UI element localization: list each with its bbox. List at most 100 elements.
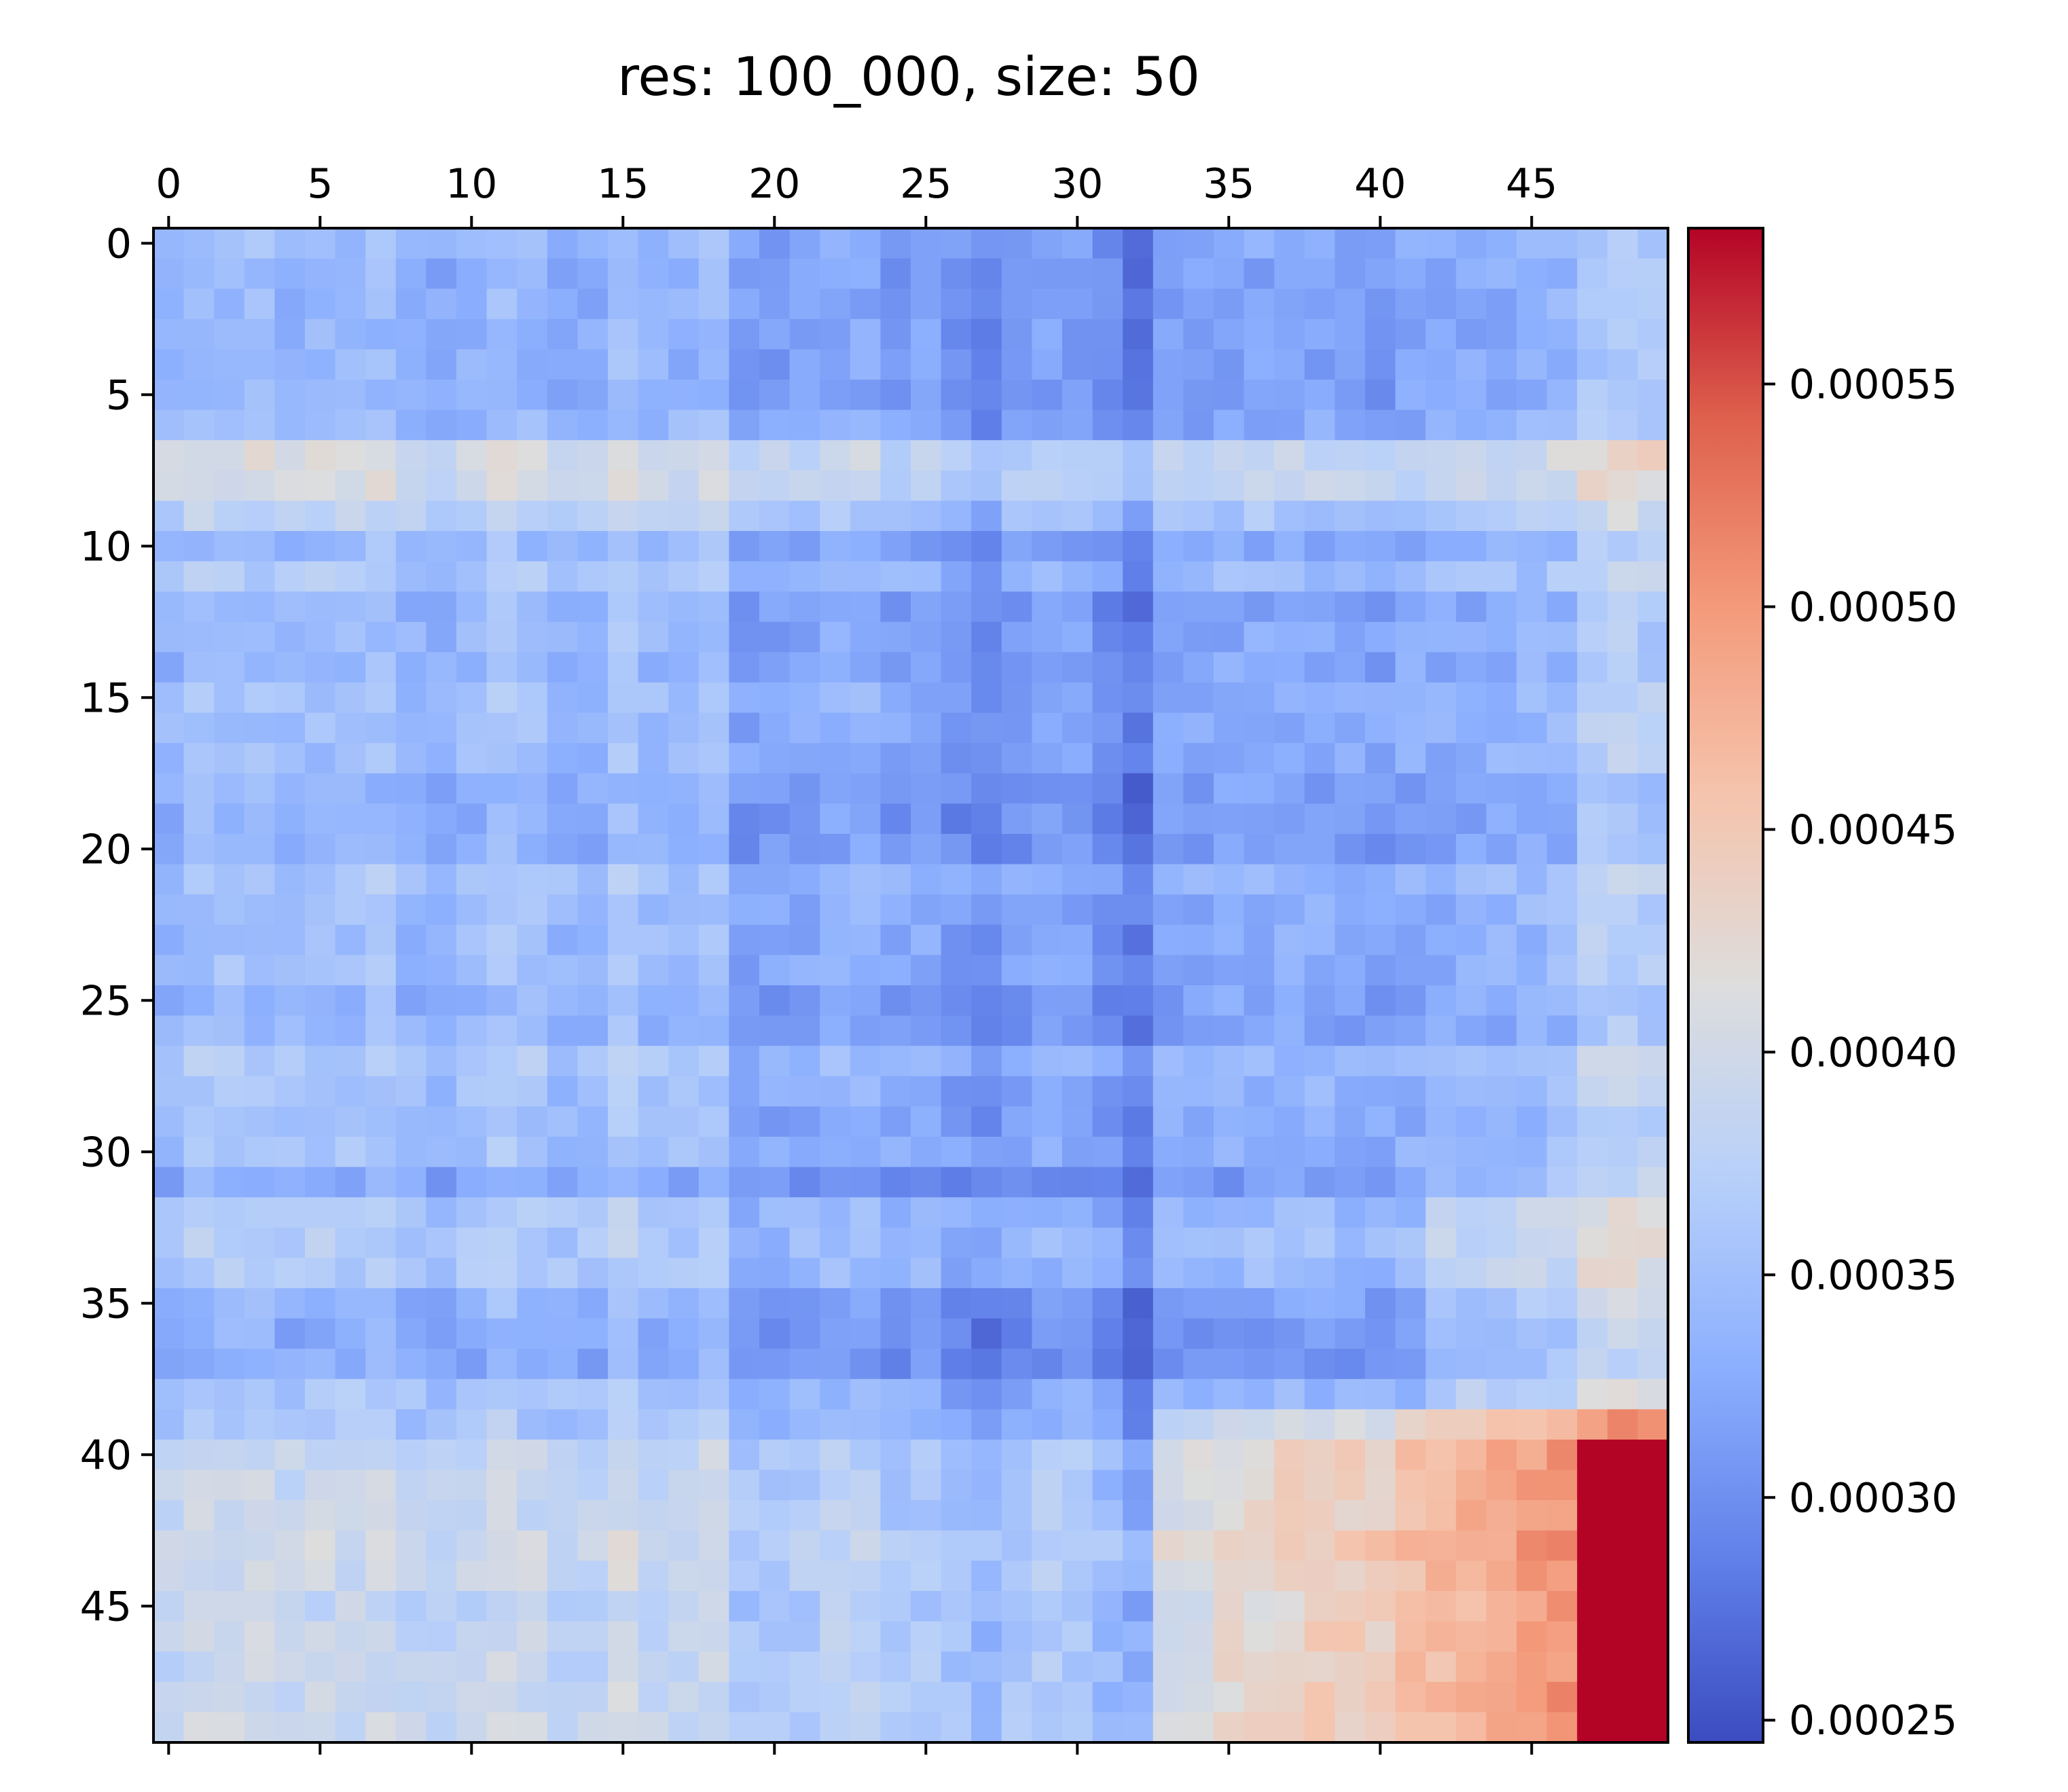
heatmap-cell bbox=[365, 1137, 397, 1168]
heatmap-cell bbox=[971, 1258, 1002, 1289]
heatmap-cell bbox=[214, 682, 245, 714]
heatmap-cell bbox=[880, 1227, 911, 1258]
heatmap-cell bbox=[1244, 1076, 1275, 1107]
heatmap-cell bbox=[1637, 591, 1669, 623]
heatmap-cell bbox=[335, 349, 366, 380]
heatmap-cell bbox=[1546, 621, 1578, 653]
heatmap-cell bbox=[153, 1106, 185, 1137]
heatmap-cell bbox=[1304, 409, 1335, 441]
heatmap-cell bbox=[1001, 682, 1032, 714]
heatmap-cell bbox=[941, 682, 972, 714]
heatmap-cell bbox=[911, 1137, 942, 1168]
heatmap-cell bbox=[1062, 228, 1093, 259]
heatmap-cell bbox=[456, 803, 488, 835]
heatmap-cell bbox=[941, 773, 972, 804]
heatmap-cell bbox=[1214, 864, 1245, 895]
heatmap-cell bbox=[1577, 1530, 1608, 1561]
heatmap-cell bbox=[941, 894, 972, 926]
heatmap-cell bbox=[698, 289, 729, 320]
heatmap-cell bbox=[850, 1378, 881, 1410]
heatmap-cell bbox=[1335, 1227, 1366, 1258]
heatmap-cell bbox=[1183, 1258, 1214, 1289]
heatmap-cell bbox=[1244, 1530, 1275, 1561]
heatmap-cell bbox=[244, 924, 275, 955]
heatmap-cell bbox=[1426, 1469, 1457, 1501]
heatmap-cell bbox=[577, 531, 609, 562]
heatmap-cell bbox=[153, 1349, 185, 1380]
heatmap-cell bbox=[638, 228, 669, 259]
heatmap-cell bbox=[214, 409, 245, 441]
heatmap-cell bbox=[668, 228, 700, 259]
heatmap-cell bbox=[971, 1469, 1002, 1501]
heatmap-cell bbox=[1335, 652, 1366, 683]
heatmap-cell bbox=[638, 1409, 669, 1440]
heatmap-cell bbox=[1395, 985, 1426, 1017]
heatmap-cell bbox=[698, 1591, 729, 1622]
heatmap-cell bbox=[365, 773, 397, 804]
heatmap-cell bbox=[1607, 1167, 1638, 1198]
heatmap-cell bbox=[1092, 1076, 1123, 1107]
heatmap-cell bbox=[1607, 1288, 1638, 1319]
heatmap-cell bbox=[1214, 1651, 1245, 1683]
heatmap-cell bbox=[1214, 1288, 1245, 1319]
heatmap-cell bbox=[668, 682, 700, 714]
heatmap-cell bbox=[1637, 1681, 1669, 1713]
heatmap-cell bbox=[1153, 743, 1184, 774]
heatmap-cell bbox=[456, 955, 488, 986]
heatmap-cell bbox=[1244, 985, 1275, 1017]
heatmap-cell bbox=[517, 985, 548, 1017]
x-tick-label: 25 bbox=[900, 160, 951, 208]
heatmap-cell bbox=[395, 1076, 427, 1107]
heatmap-cell bbox=[638, 1318, 669, 1349]
heatmap-cell bbox=[1637, 1409, 1669, 1440]
heatmap-cell bbox=[1517, 349, 1548, 380]
heatmap-cell bbox=[1183, 1378, 1214, 1410]
heatmap-cell bbox=[608, 1318, 639, 1349]
heatmap-cell bbox=[183, 1076, 215, 1107]
heatmap-cell bbox=[274, 1318, 306, 1349]
heatmap-cell bbox=[1062, 1712, 1093, 1743]
heatmap-cell bbox=[850, 652, 881, 683]
heatmap-cell bbox=[1455, 955, 1487, 986]
heatmap-cell bbox=[1153, 864, 1184, 895]
heatmap-cell bbox=[577, 1681, 609, 1713]
heatmap-cell bbox=[577, 864, 609, 895]
heatmap-cell bbox=[547, 1318, 578, 1349]
heatmap-cell bbox=[1123, 1076, 1154, 1107]
heatmap-cell bbox=[486, 803, 518, 835]
heatmap-cell bbox=[335, 258, 366, 289]
heatmap-cell bbox=[820, 773, 851, 804]
heatmap-cell bbox=[1365, 1167, 1396, 1198]
heatmap-cell bbox=[517, 1651, 548, 1683]
heatmap-cell bbox=[638, 1288, 669, 1319]
heatmap-cell bbox=[1486, 1378, 1517, 1410]
heatmap-cell bbox=[244, 1137, 275, 1168]
heatmap-cell bbox=[668, 1349, 700, 1380]
heatmap-cell bbox=[1426, 1046, 1457, 1077]
heatmap-cell bbox=[1062, 712, 1093, 744]
heatmap-cell bbox=[759, 1469, 791, 1501]
heatmap-cell bbox=[183, 1137, 215, 1168]
heatmap-cell bbox=[759, 985, 791, 1017]
heatmap-cell bbox=[365, 803, 397, 835]
heatmap-cell bbox=[244, 318, 275, 350]
heatmap-cell bbox=[820, 1378, 851, 1410]
heatmap-cell bbox=[608, 894, 639, 926]
heatmap-cell bbox=[1546, 1076, 1578, 1107]
heatmap-cell bbox=[668, 258, 700, 289]
heatmap-cell bbox=[971, 1621, 1002, 1652]
heatmap-cell bbox=[1426, 1258, 1457, 1289]
heatmap-cell bbox=[1123, 1560, 1154, 1592]
heatmap-cell bbox=[395, 1469, 427, 1501]
heatmap-cell bbox=[698, 1469, 729, 1501]
heatmap-cell bbox=[1365, 318, 1396, 350]
heatmap-cell bbox=[941, 1621, 972, 1652]
heatmap-cell bbox=[1123, 743, 1154, 774]
heatmap-cell bbox=[486, 1258, 518, 1289]
heatmap-cell bbox=[971, 1378, 1002, 1410]
heatmap-cell bbox=[183, 1560, 215, 1592]
heatmap-cell bbox=[1032, 712, 1063, 744]
heatmap-cell bbox=[1607, 803, 1638, 835]
heatmap-cell bbox=[426, 1197, 457, 1228]
heatmap-cell bbox=[153, 1530, 185, 1561]
